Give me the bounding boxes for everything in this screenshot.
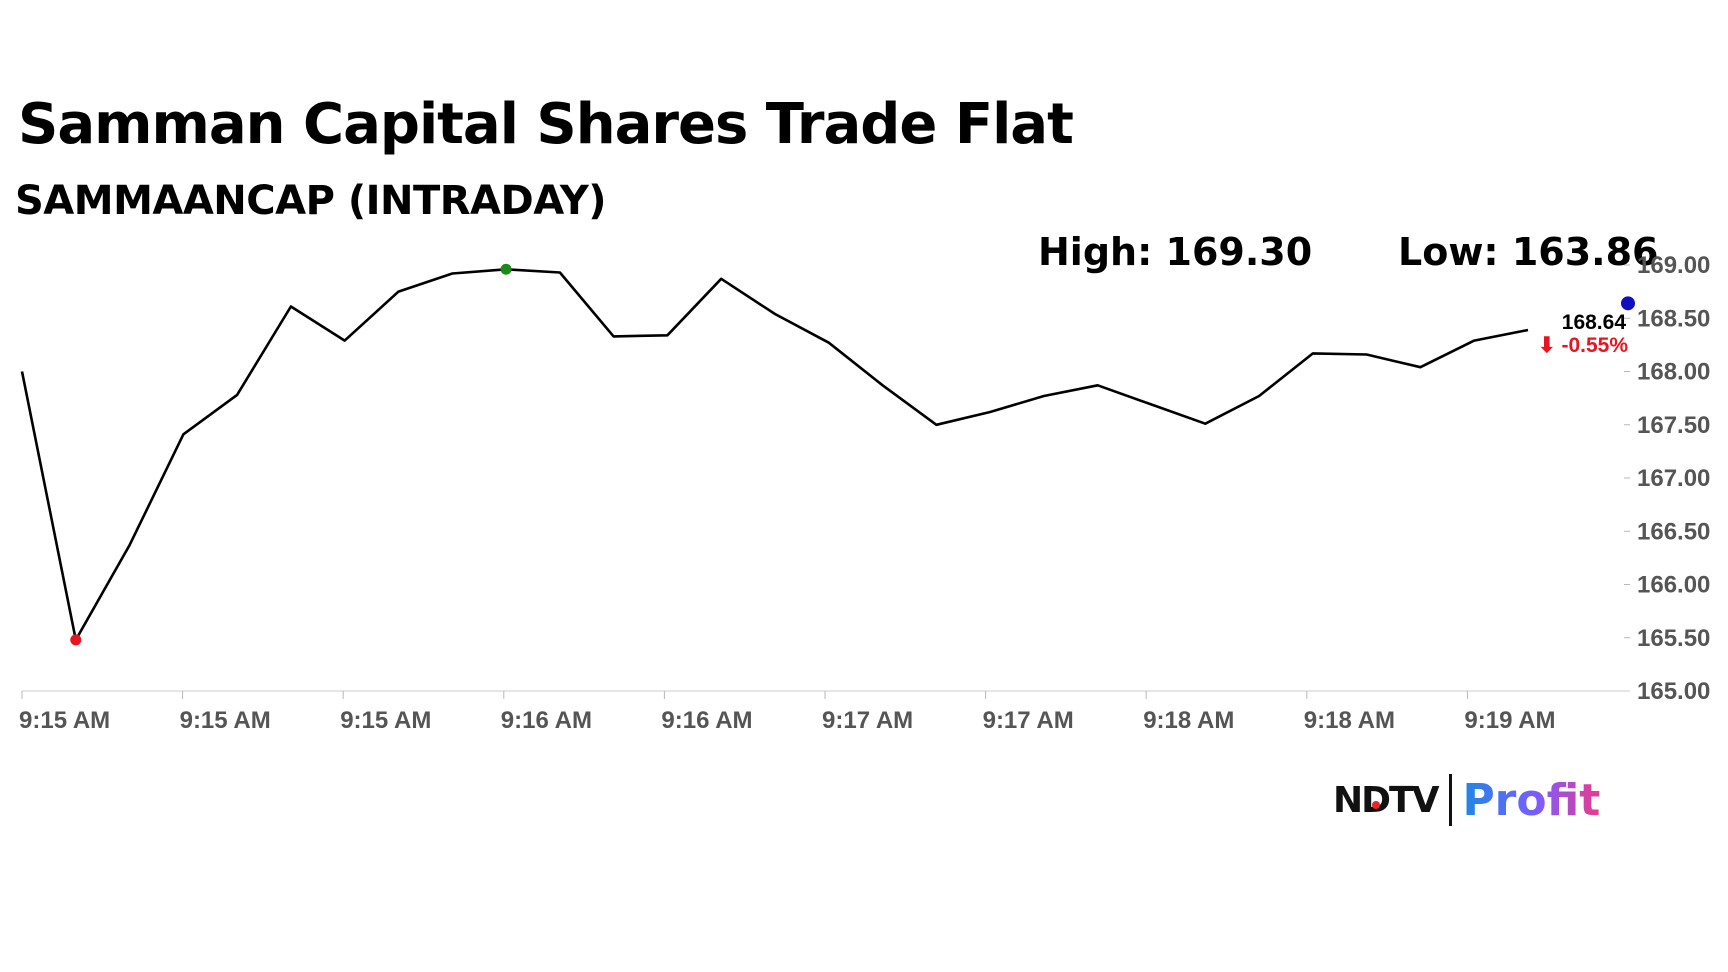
point-markers xyxy=(70,263,1635,646)
low-point-marker xyxy=(70,634,82,646)
y-tick-label: 169.00 xyxy=(1637,252,1710,279)
last-change-label: ⬇ -0.55% xyxy=(1538,334,1628,357)
logo-divider xyxy=(1449,774,1453,826)
y-tick-label: 166.50 xyxy=(1637,518,1710,545)
y-tick-label: 168.50 xyxy=(1637,305,1710,332)
y-tick-label: 167.00 xyxy=(1637,465,1710,492)
x-tick-label: 9:15 AM xyxy=(19,707,110,734)
x-tick-label: 9:18 AM xyxy=(1304,707,1395,734)
y-tick-label: 166.00 xyxy=(1637,572,1710,599)
x-tick-label: 9:19 AM xyxy=(1464,707,1555,734)
high-point-marker xyxy=(500,263,512,275)
logo-dot xyxy=(1372,800,1380,809)
y-tick-label: 165.00 xyxy=(1637,678,1710,705)
chart-title: Samman Capital Shares Trade Flat xyxy=(18,92,1074,157)
x-tick-label: 9:16 AM xyxy=(661,707,752,734)
y-tick-label: 165.50 xyxy=(1637,625,1710,652)
logo-profit-text: Profit xyxy=(1462,774,1601,826)
x-tick-label: 9:15 AM xyxy=(340,707,431,734)
y-tick-label: 168.00 xyxy=(1637,359,1710,386)
ndtv-profit-logo: NDTV Profit xyxy=(1333,772,1600,828)
price-series xyxy=(20,268,1529,642)
x-tick-label: 9:17 AM xyxy=(822,707,913,734)
chart-subtitle: SAMMAANCAP (INTRADAY) xyxy=(15,178,607,224)
y-axis: 169.00 168.50 168.00 167.50 167.00 166.50 166.… xyxy=(1624,252,1710,705)
y-tick-label: 167.50 xyxy=(1637,412,1710,439)
x-axis: 9:15 AM 9:15 AM 9:15 AM 9:16 AM 9:16 AM 9:17 … xyxy=(19,690,1630,734)
x-tick-label: 9:17 AM xyxy=(983,707,1074,734)
last-point-marker xyxy=(1621,296,1635,311)
day-low-label: Low: 163.86 xyxy=(1398,230,1659,274)
last-price-label: 168.64 xyxy=(1562,311,1627,334)
day-high-label: High: 169.30 xyxy=(1038,230,1313,274)
price-line xyxy=(20,268,1529,642)
logo-ndtv-text: NDTV xyxy=(1333,779,1439,821)
x-tick-label: 9:18 AM xyxy=(1143,707,1234,734)
x-tick-label: 9:16 AM xyxy=(501,707,592,734)
x-tick-label: 9:15 AM xyxy=(180,707,271,734)
